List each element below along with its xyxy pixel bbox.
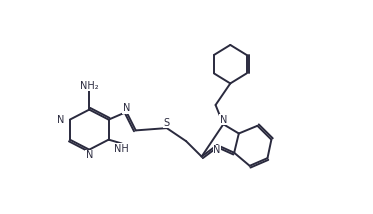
Text: S: S bbox=[164, 118, 170, 128]
Text: NH₂: NH₂ bbox=[80, 81, 98, 91]
Text: N: N bbox=[123, 103, 130, 113]
Text: N: N bbox=[220, 115, 227, 125]
Text: N: N bbox=[57, 115, 64, 125]
Text: N: N bbox=[85, 150, 93, 160]
Text: N: N bbox=[213, 146, 221, 155]
Text: NH: NH bbox=[115, 144, 129, 154]
